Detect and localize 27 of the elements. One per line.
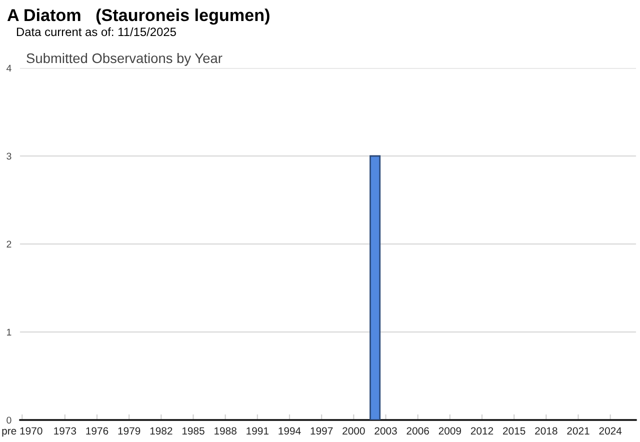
x-tick-label: 2006 bbox=[406, 427, 429, 435]
x-tick-label: 1976 bbox=[86, 427, 108, 435]
x-tick-label: 2009 bbox=[438, 427, 462, 435]
x-tick-label: 1979 bbox=[118, 427, 140, 435]
x-tick-label: pre 1970 bbox=[2, 427, 42, 437]
x-tick-label: 2003 bbox=[374, 427, 397, 435]
x-tick-label: 1991 bbox=[246, 427, 268, 435]
y-tick-label: 4 bbox=[6, 64, 12, 72]
x-tick-label: 2024 bbox=[599, 427, 622, 435]
chart-subtitle: Data current as of: 11/15/2025 bbox=[16, 27, 176, 36]
y-tick-label: 1 bbox=[7, 328, 12, 336]
x-tick-label: 2015 bbox=[503, 427, 526, 435]
x-tick-label: 1997 bbox=[310, 427, 333, 435]
y-tick-label: 2 bbox=[6, 240, 12, 248]
x-tick-label: 1988 bbox=[214, 427, 236, 435]
x-tick-label: 1973 bbox=[54, 427, 76, 435]
x-tick-label: 2012 bbox=[470, 427, 494, 435]
x-tick-label: 1985 bbox=[182, 427, 204, 435]
chart-title: A Diatom (Stauroneis legumen) bbox=[7, 8, 270, 25]
x-tick-label: 1994 bbox=[278, 427, 301, 435]
x-tick-label: 1982 bbox=[150, 427, 172, 435]
text: Submitted Observations by Year bbox=[26, 53, 222, 66]
x-tick-label: 2000 bbox=[342, 427, 365, 435]
y-tick-label: 0 bbox=[6, 416, 12, 424]
x-tick-label: 2021 bbox=[567, 427, 590, 435]
x-tick-label: 2018 bbox=[535, 427, 558, 435]
y-tick-label: 3 bbox=[6, 152, 12, 160]
